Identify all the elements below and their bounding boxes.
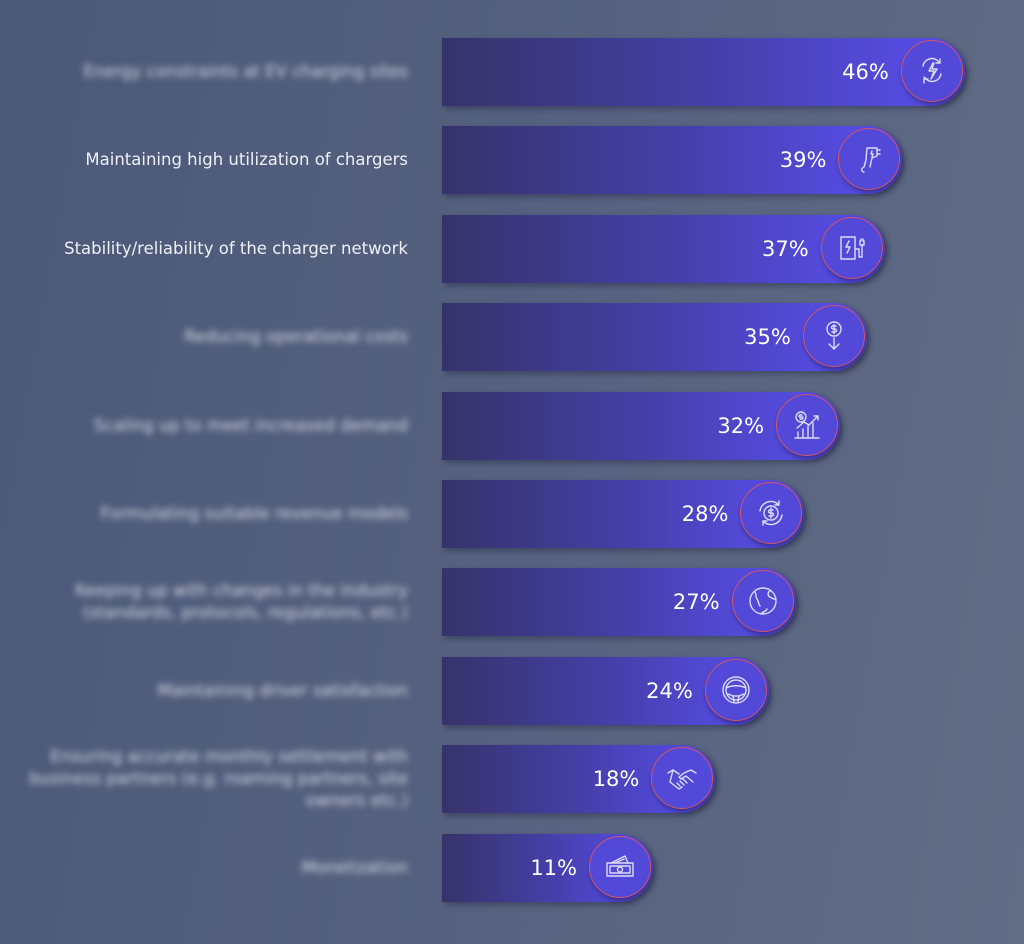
steering-wheel-icon bbox=[704, 658, 767, 721]
bar-row: Monetization 11% bbox=[0, 833, 1024, 902]
bar-row: Maintaining high utilization of chargers… bbox=[0, 126, 1024, 195]
bar: 11% bbox=[442, 833, 653, 902]
category-label: Ensuring accurate monthly settlement wit… bbox=[29, 747, 408, 811]
category-label: Scaling up to meet increased demand bbox=[93, 415, 408, 435]
bar-row: Ensuring accurate monthly settlement wit… bbox=[0, 745, 1024, 814]
handshake-icon bbox=[651, 747, 714, 810]
category-label: Maintaining driver satisfaction bbox=[157, 680, 408, 700]
value-label: 24% bbox=[646, 678, 693, 703]
bar-row: Formulating suitable revenue models 28% bbox=[0, 480, 1024, 548]
bar-row: Keeping up with changes in the industry … bbox=[0, 568, 1024, 637]
bar: 35% bbox=[442, 303, 867, 372]
category-label: Keeping up with changes in the industry … bbox=[75, 581, 408, 623]
bar: 18% bbox=[442, 745, 716, 814]
value-label: 27% bbox=[672, 590, 720, 615]
value-label: 35% bbox=[744, 325, 791, 350]
value-label: 11% bbox=[530, 855, 577, 880]
charging-gun-icon bbox=[838, 128, 901, 191]
category-label: Maintaining high utilization of chargers bbox=[85, 150, 408, 170]
value-label: 37% bbox=[761, 236, 809, 261]
category-label: Reducing operational costs bbox=[184, 327, 408, 347]
bar: 32% bbox=[442, 391, 841, 460]
growth-chart-icon bbox=[776, 393, 839, 456]
bar: 28% bbox=[442, 480, 805, 548]
cost-down-icon bbox=[802, 305, 865, 368]
bar: 27% bbox=[442, 568, 796, 637]
category-label: Monetization bbox=[301, 857, 408, 877]
bar: 37% bbox=[442, 214, 885, 283]
category-label: Energy constraints at EV charging sites bbox=[83, 62, 409, 81]
bar: 39% bbox=[442, 126, 903, 195]
energy-cycle-icon bbox=[900, 40, 963, 102]
value-label: 32% bbox=[717, 413, 765, 438]
bar-row: Energy constraints at EV charging sites 4… bbox=[0, 38, 1024, 106]
value-label: 46% bbox=[842, 60, 889, 84]
bar-row: Maintaining driver satisfaction 24% bbox=[0, 656, 1024, 725]
value-label: 18% bbox=[592, 767, 640, 792]
category-label: Formulating suitable revenue models bbox=[100, 504, 408, 523]
bar-row: Reducing operational costs 35% bbox=[0, 303, 1024, 372]
value-label: 39% bbox=[779, 148, 827, 173]
money-icon bbox=[589, 835, 651, 898]
globe-icon bbox=[731, 570, 794, 633]
charging-station-icon bbox=[820, 216, 883, 279]
bar: 24% bbox=[442, 656, 769, 725]
bar: 46% bbox=[442, 38, 965, 106]
bar-row: Scaling up to meet increased demand 32% bbox=[0, 391, 1024, 460]
value-label: 28% bbox=[681, 502, 729, 526]
revenue-cycle-icon bbox=[740, 482, 803, 544]
category-label: Stability/reliability of the charger net… bbox=[64, 238, 408, 258]
bar-row: Stability/reliability of the charger net… bbox=[0, 214, 1024, 283]
